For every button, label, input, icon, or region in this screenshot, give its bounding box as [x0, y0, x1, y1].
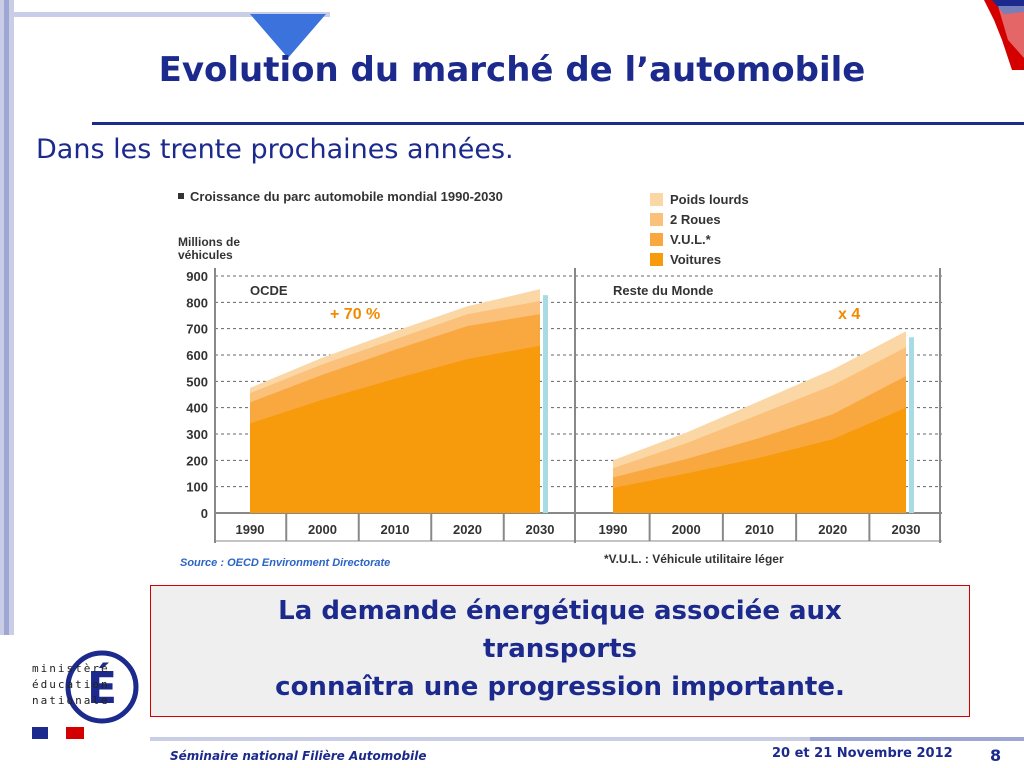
y-axis-label: Millions de	[178, 235, 240, 249]
area-ocde-voitures	[250, 345, 540, 513]
legend-label: Poids lourds	[670, 192, 749, 207]
x-tick-label: 1990	[236, 522, 265, 537]
x-tick-label: 2020	[453, 522, 482, 537]
y-tick-label: 300	[186, 427, 208, 442]
triangle-icon	[250, 14, 326, 58]
top-decor-line	[14, 12, 330, 17]
x-tick-label: 2000	[672, 522, 701, 537]
svg-text:É: É	[87, 661, 117, 714]
callout-box: La demande énergétique associée aux tran…	[150, 585, 970, 717]
chart-note: *V.U.L. : Véhicule utilitaire léger	[604, 552, 784, 566]
area-edge-bar	[543, 295, 548, 513]
footer-event: Séminaire national Filière Automobile	[170, 749, 427, 763]
panel-name: Reste du Monde	[613, 283, 713, 298]
footer-rule-left	[150, 737, 810, 741]
callout-line-1: La demande énergétique associée aux	[278, 596, 842, 626]
slide-title: Evolution du marché de l’automobile	[158, 50, 866, 90]
page-number: 8	[990, 746, 1002, 765]
left-decor-bar	[0, 0, 14, 635]
y-tick-label: 200	[186, 453, 208, 468]
y-tick-label: 800	[186, 295, 208, 310]
title-rule	[92, 122, 1024, 125]
logo-text-line-3: nationale	[32, 694, 110, 707]
area-ocde-poids-lourds	[250, 289, 540, 513]
area-reste-du-monde-v-u-l-	[613, 376, 906, 513]
footer-rule-right	[810, 737, 1024, 741]
legend-swatch	[650, 193, 663, 206]
logo-text-line-1: ministère	[32, 662, 110, 675]
chart-title-bullet	[178, 193, 184, 199]
area-reste-du-monde-voitures	[613, 407, 906, 513]
y-tick-label: 0	[201, 506, 208, 521]
y-tick-label: 600	[186, 348, 208, 363]
area-ocde-2-roues	[250, 301, 540, 513]
footer-date: 20 et 21 Novembre 2012	[772, 746, 953, 761]
y-axis-label: véhicules	[178, 248, 233, 262]
legend-swatch	[650, 233, 663, 246]
chart-source: Source : OECD Environment Directorate	[180, 557, 390, 569]
y-tick-label: 700	[186, 322, 208, 337]
y-tick-label: 400	[186, 401, 208, 416]
ministry-logo-icon: É	[32, 650, 139, 739]
panel-annotation: + 70 %	[330, 306, 380, 323]
left-decor-bar-inner	[4, 0, 9, 635]
area-edge-bar	[909, 337, 914, 513]
area-ocde-v-u-l-	[250, 314, 540, 513]
x-tick-label: 2030	[892, 522, 921, 537]
logo-text-line-2: éducation	[32, 678, 110, 691]
panel-name: OCDE	[250, 283, 288, 298]
y-tick-label: 500	[186, 374, 208, 389]
panel-annotation: x 4	[838, 306, 860, 323]
callout-line-2: transports	[483, 634, 637, 664]
legend-swatch	[650, 253, 663, 266]
y-tick-label: 100	[186, 480, 208, 495]
x-tick-label: 2010	[381, 522, 410, 537]
callout-line-3: connaîtra une progression importante.	[275, 672, 845, 702]
x-tick-label: 2020	[818, 522, 847, 537]
slide-subtitle: Dans les trente prochaines années.	[36, 134, 514, 165]
legend-label: Voitures	[670, 252, 721, 267]
chart-title: Croissance du parc automobile mondial 19…	[190, 189, 503, 204]
x-tick-label: 2000	[308, 522, 337, 537]
legend-label: 2 Roues	[670, 212, 721, 227]
y-tick-label: 900	[186, 269, 208, 284]
area-reste-du-monde-2-roues	[613, 347, 906, 513]
legend-label: V.U.L.*	[670, 232, 712, 247]
legend-swatch	[650, 213, 663, 226]
x-tick-label: 1990	[599, 522, 628, 537]
corner-hexagon-icon	[984, 0, 1024, 70]
area-reste-du-monde-poids-lourds	[613, 331, 906, 513]
x-tick-label: 2030	[526, 522, 555, 537]
x-tick-label: 2010	[745, 522, 774, 537]
